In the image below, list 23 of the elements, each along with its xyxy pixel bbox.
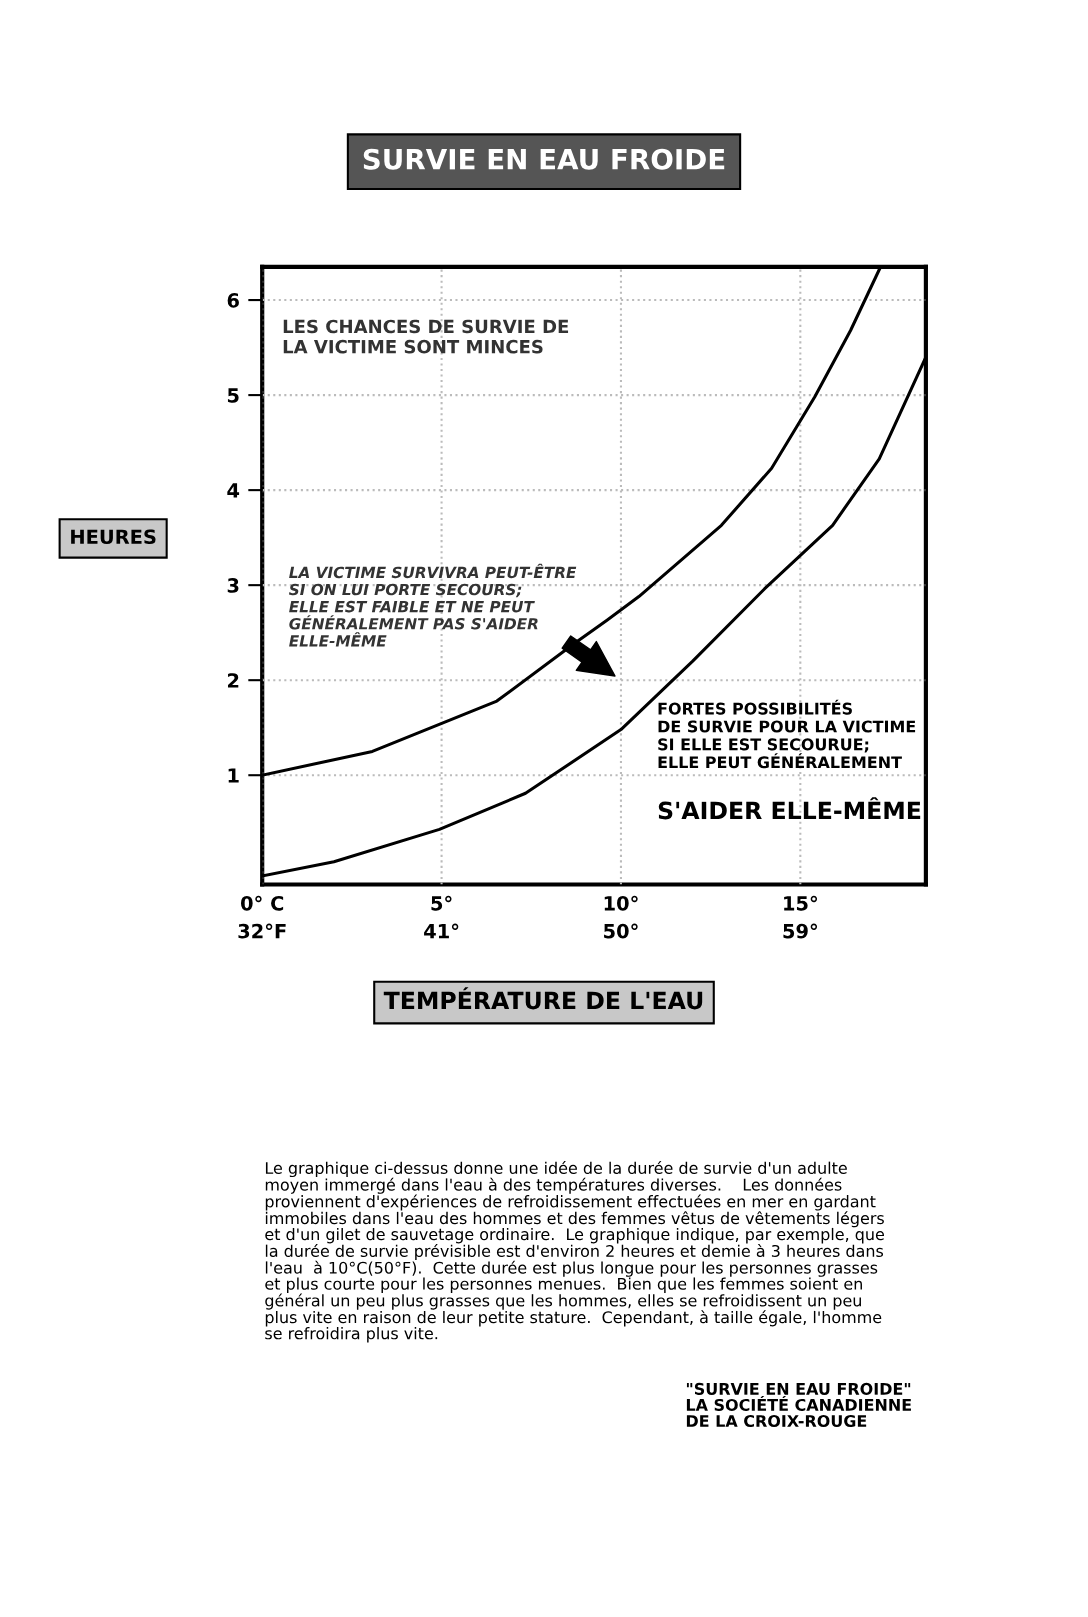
chart-title: SURVIE EN EAU FROIDE bbox=[363, 148, 725, 170]
text: Le graphique ci-dessus donne une idée de la durée de survie d'un adulte moyen immergé dans l'eau à des températures diverses. Les données proviennent d'expériences de refroidissement effectuées en mer en gardant immobiles dans l'eau des hommes et des femmes vêtus de vêtements légers et d'un gilet de sauvetage ordinaire. Le graphique indique, par exemple, que la durée de survie prévisible est d'environ 2 heures et demie à 3 heures dans l'eau à 10°C(50°F). Cette durée est plus longue pour les personnes grasses et plus courte pour les personnes menues. Bien que les femmes soient en général un peu plus grasses que les hommes, elles se refroidissent un peu plus vite en raison de leur petite stature. Cependant, à taille égale, l'homme se refroidira plus vite. bbox=[265, 1161, 884, 1343]
x-tick-label: 0° C bbox=[240, 895, 284, 911]
y-tick-label: 6 bbox=[227, 293, 239, 308]
x-tick-label: 15° bbox=[784, 895, 818, 911]
annotation: LES CHANCES DE SURVIE DE LA VICTIME SONT MINCES bbox=[283, 319, 569, 354]
annotation: S'AIDER ELLE-MÊME bbox=[658, 797, 921, 820]
y-tick-label: 5 bbox=[227, 388, 239, 403]
x2-tick-label: 50° bbox=[604, 923, 638, 939]
annotation: FORTES POSSIBILITÉS DE SURVIE POUR LA VICTIME SI ELLE EST SECOURUE; ELLE PEUT GÉNÉRALEMENT bbox=[658, 699, 916, 769]
x2-tick-label: 59° bbox=[783, 923, 818, 939]
y-axis-title: HEURES bbox=[71, 529, 156, 545]
x-tick-label: 10° bbox=[604, 895, 638, 911]
x2-tick-label: 41° bbox=[424, 923, 459, 939]
text: "SURVIE EN EAU FROIDE" LA SOCIÉTÉ CANADIENNE DE LA CROIX-ROUGE bbox=[686, 1382, 911, 1428]
y-tick-label: 1 bbox=[228, 768, 239, 783]
y-tick-label: 2 bbox=[227, 673, 239, 688]
x2-tick-label: 32°F bbox=[238, 923, 286, 939]
x-tick-label: 5° bbox=[431, 895, 452, 911]
y-tick-label: 3 bbox=[227, 578, 239, 593]
x-axis-title: TEMPÉRATURE DE L'EAU bbox=[383, 987, 703, 1010]
y-tick-label: 4 bbox=[227, 483, 240, 498]
annotation: LA VICTIME SURVIVRA PEUT-ÊTRE SI ON LUI PORTE SECOURS; ELLE EST FAIBLE ET NE PEUT GÉNÉRALEMENT PAS S'AIDER ELLE-MÊME bbox=[288, 563, 577, 647]
